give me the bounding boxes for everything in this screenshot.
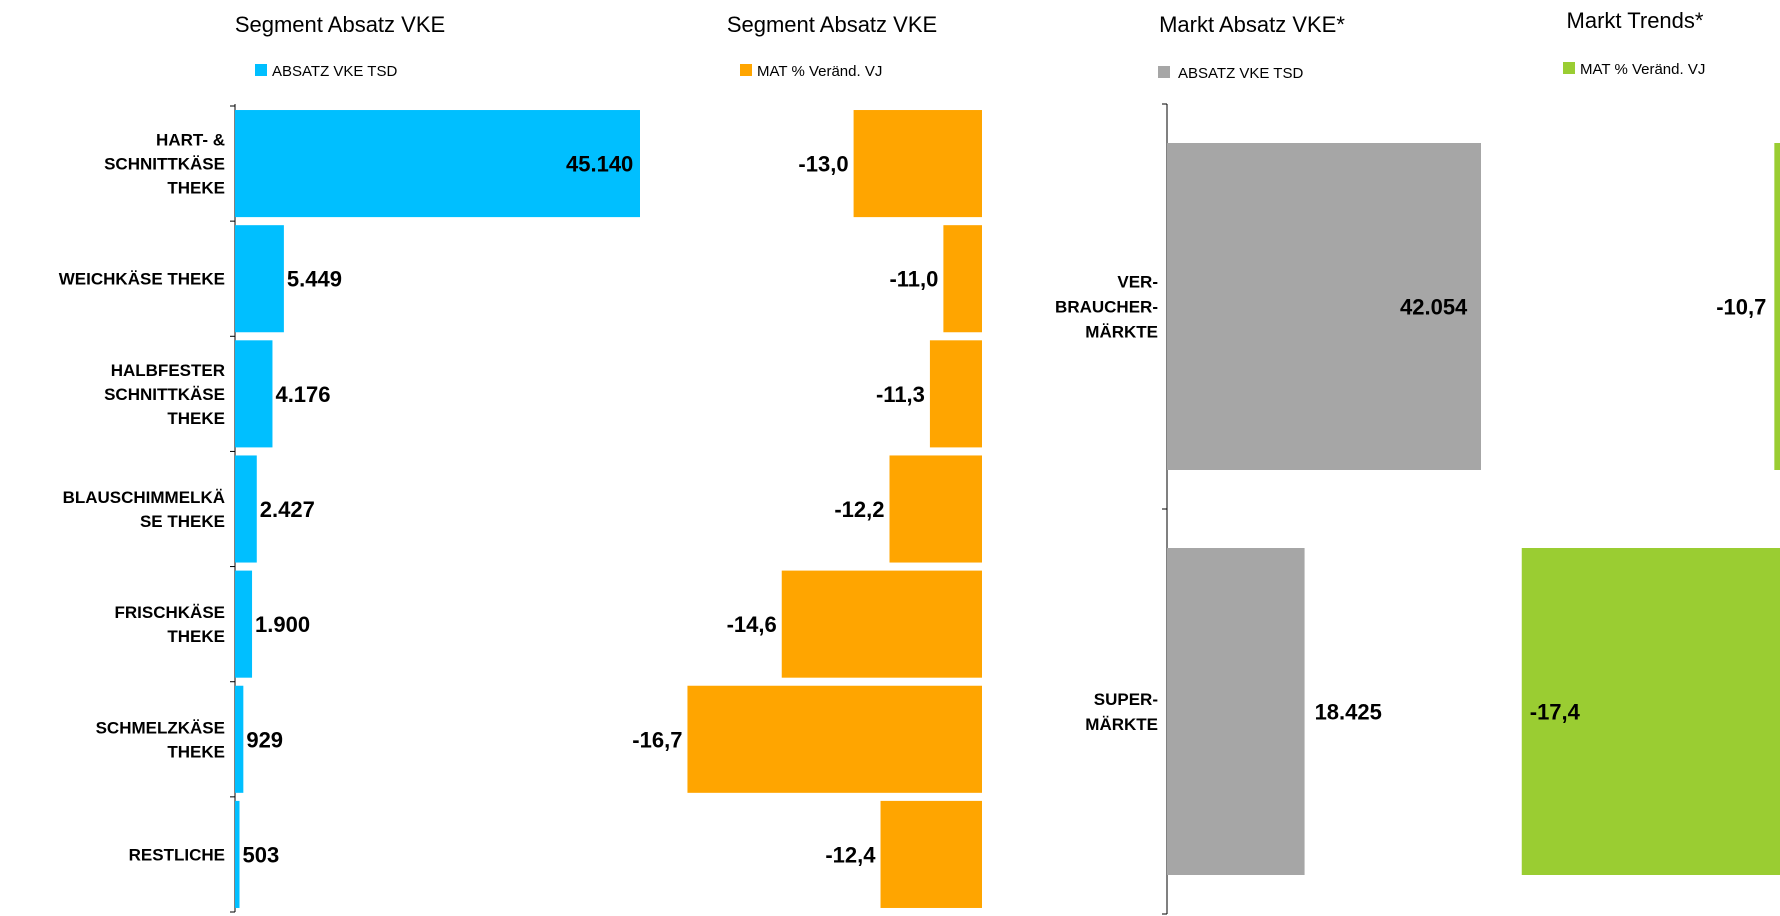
panel1-bar [235, 800, 240, 908]
panel-segment-volume: Segment Absatz VKE ABSATZ VKE TSD HART- … [59, 12, 640, 913]
panel2-bar [880, 800, 982, 908]
panel4-bar [1521, 548, 1780, 875]
panel2-value-label: -16,7 [632, 727, 682, 752]
panel3-legend-label: ABSATZ VKE TSD [1178, 65, 1303, 82]
panel2-plot: -13,0 -11,0 -11,3 -12,2 -14,6 -16,7 -12,4 [632, 110, 982, 908]
panel1-category-label: SCHMELZKÄSE [96, 718, 225, 737]
panel2-value-label: -12,2 [834, 497, 884, 522]
panel3-legend-swatch [1158, 66, 1170, 78]
panel3-category-label: SUPER- [1094, 690, 1158, 709]
panel1-category-label: THEKE [167, 627, 225, 646]
panel2-bar [929, 340, 982, 448]
panel3-bar [1167, 143, 1481, 470]
panel1-value-label: 503 [243, 842, 280, 867]
panel1-bar [235, 340, 273, 448]
panel1-category-label: THEKE [167, 742, 225, 761]
panel1-category-label: THEKE [167, 179, 225, 198]
panel3-title: Markt Absatz VKE* [1159, 12, 1345, 37]
panel-segment-change: Segment Absatz VKE MAT % Veränd. VJ -13,… [632, 12, 982, 908]
panel1-category-label: SCHNITTKÄSE [104, 385, 225, 404]
panel-market-trends: Markt Trends* MAT % Veränd. VJ -10,7 -17,… [1521, 8, 1780, 875]
panel4-plot: -10,7 -17,4 [1521, 143, 1780, 875]
panel2-bar [943, 225, 982, 333]
panel1-bar [235, 455, 257, 563]
panel2-bar [853, 110, 982, 218]
panel3-plot: VER- BRAUCHER- MÄRKTE 42.054 SUPER- MÄRKTE 18.… [1055, 103, 1481, 915]
panel1-plot: HART- & SCHNITTKÄSE THEKE 45.140 WEICHKÄSE T… [59, 104, 640, 913]
panel1-category-label: HART- & [156, 131, 225, 150]
panel1-category-label: SE THEKE [140, 512, 225, 531]
panel3-category-label: MÄRKTE [1085, 715, 1158, 734]
panel2-bar [687, 685, 982, 793]
panel1-category-label: FRISCHKÄSE [114, 603, 225, 622]
panel-market-volume: Markt Absatz VKE* ABSATZ VKE TSD VER- BRA… [1055, 12, 1481, 915]
panel1-category-label: BLAUSCHIMMELKÄ [63, 488, 225, 507]
panel3-category-label: BRAUCHER- [1055, 298, 1158, 317]
panel1-bar [235, 570, 253, 678]
panel1-title: Segment Absatz VKE [235, 12, 445, 37]
panel2-value-label: -12,4 [825, 842, 876, 867]
panel2-bar [781, 570, 982, 678]
panel3-value-label: 18.425 [1315, 700, 1382, 725]
panel2-value-label: -11,0 [889, 267, 938, 292]
panel1-legend-label: ABSATZ VKE TSD [272, 63, 397, 80]
panel4-legend-label: MAT % Veränd. VJ [1580, 61, 1705, 78]
panel3-category-label: VER- [1117, 273, 1158, 292]
panel3-category-label: MÄRKTE [1085, 323, 1158, 342]
panel1-value-label: 4.176 [275, 382, 330, 407]
panel2-value-label: -14,6 [727, 612, 777, 637]
panel1-value-label: 2.427 [260, 497, 315, 522]
panel1-category-label: HALBFESTER [111, 361, 225, 380]
panel1-value-label: 1.900 [255, 612, 310, 637]
panel1-category-label: THEKE [167, 409, 225, 428]
panel1-bar [235, 225, 284, 333]
panel4-value-label: -10,7 [1716, 295, 1766, 320]
panel1-value-label: 929 [246, 727, 283, 752]
panel1-value-label: 45.140 [566, 152, 633, 177]
panel1-category-label: SCHNITTKÄSE [104, 155, 225, 174]
panel4-legend-swatch [1563, 62, 1575, 74]
panel4-value-label: -17,4 [1530, 700, 1581, 725]
panel2-value-label: -11,3 [876, 382, 925, 407]
panel4-title: Markt Trends* [1567, 8, 1704, 33]
panel1-legend-swatch [255, 64, 267, 76]
panel3-bar [1167, 548, 1305, 875]
panel1-value-label: 5.449 [287, 267, 342, 292]
panel1-category-label: RESTLICHE [129, 845, 225, 864]
panel4-bar [1774, 143, 1780, 470]
panel1-bar [235, 110, 640, 218]
panel2-bar [889, 455, 982, 563]
panel2-legend-label: MAT % Veränd. VJ [757, 63, 882, 80]
panel2-legend-swatch [740, 64, 752, 76]
panel1-bar [235, 685, 244, 793]
panel1-category-label: WEICHKÄSE THEKE [59, 270, 225, 289]
panel3-value-label: 42.054 [1400, 295, 1468, 320]
panel2-title: Segment Absatz VKE [727, 12, 937, 37]
panel2-value-label: -13,0 [798, 152, 848, 177]
